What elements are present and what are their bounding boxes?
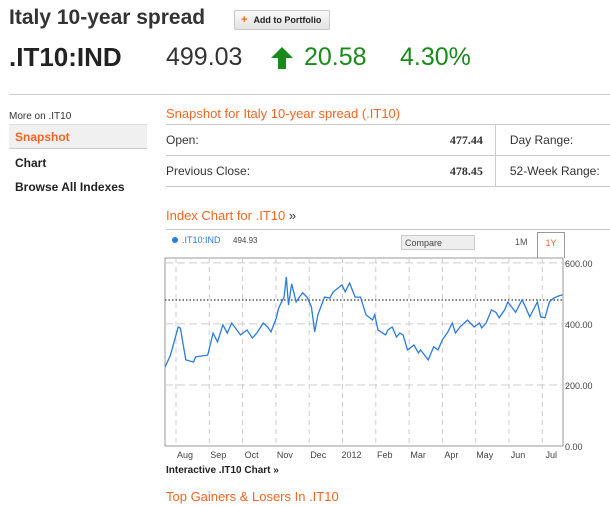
legend-series-value: 494.93 [233,236,258,245]
compare-input[interactable]: Compare [401,235,475,250]
x-tick-label: Apr [444,450,458,460]
range-1m-tab[interactable]: 1M [515,237,528,247]
table-row: Previous Close: 478.45 52-Week Range: [166,155,610,187]
sidebar-heading: More on .IT10 [9,111,72,122]
chevrons-icon: » [288,208,297,223]
sidebar-item-snapshot[interactable]: Snapshot [9,124,147,149]
snapshot-title: Snapshot for Italy 10-year spread (.IT10… [166,106,401,121]
ticker-symbol: .IT10:IND [9,42,122,72]
previous-close-label: Previous Close: [166,155,259,187]
divider [9,94,610,95]
top-gainers-losers-title: Top Gainers & Losers In .IT10 [166,489,339,504]
x-tick-label: Nov [277,450,294,460]
y-tick-label: 200.00 [565,381,593,391]
series-line [164,276,563,368]
x-tick-label: Jul [546,450,558,460]
previous-close-value: 478.45 [258,155,496,187]
sidebar-item-browse-all-indexes[interactable]: Browse All Indexes [15,180,125,194]
price-change-percent: 4.30% [400,43,471,71]
table-row: Open: 477.44 Day Range: [166,124,610,156]
y-tick-label: 600.00 [565,259,593,269]
plus-icon: + [241,14,248,26]
x-tick-label: Jun [511,450,526,460]
y-tick-label: 400.00 [565,320,593,330]
series-dot-icon [172,237,178,243]
open-value: 477.44 [258,124,496,156]
x-tick-label: Mar [410,450,426,460]
legend-series-name: .IT10:IND [182,235,221,245]
x-tick-label: May [476,450,494,460]
x-tick-label: Oct [245,450,260,460]
x-tick-label: 2012 [341,450,361,460]
price: 499.03 [166,43,243,71]
range-1y-tab[interactable]: 1Y [537,232,565,258]
x-tick-label: Dec [310,450,327,460]
add-to-portfolio-label: Add to Portfolio [253,15,322,25]
page-title: Italy 10-year spread [9,6,206,29]
interactive-chart-link[interactable]: Interactive .IT10 Chart » [166,465,279,476]
52-week-range-label: 52-Week Range: [495,155,610,187]
index-chart-title-text: Index Chart for .IT10 [166,208,286,223]
x-tick-label: Feb [377,450,393,460]
price-change: 20.58 [304,43,367,71]
y-tick-label: 0.00 [565,442,583,452]
index-chart-title[interactable]: Index Chart for .IT10 » [166,208,296,223]
arrow-up-icon [271,47,293,69]
snapshot-table: Open: 477.44 Day Range: Previous Close: 478… [166,124,610,187]
divider [166,229,610,230]
plot-area [164,257,564,447]
x-tick-label: Aug [177,450,193,460]
add-to-portfolio-button[interactable]: + Add to Portfolio [234,10,331,30]
open-label: Open: [166,124,259,156]
sidebar-item-chart[interactable]: Chart [15,156,47,170]
x-tick-label: Sep [210,450,226,460]
day-range-label: Day Range: [495,124,610,156]
